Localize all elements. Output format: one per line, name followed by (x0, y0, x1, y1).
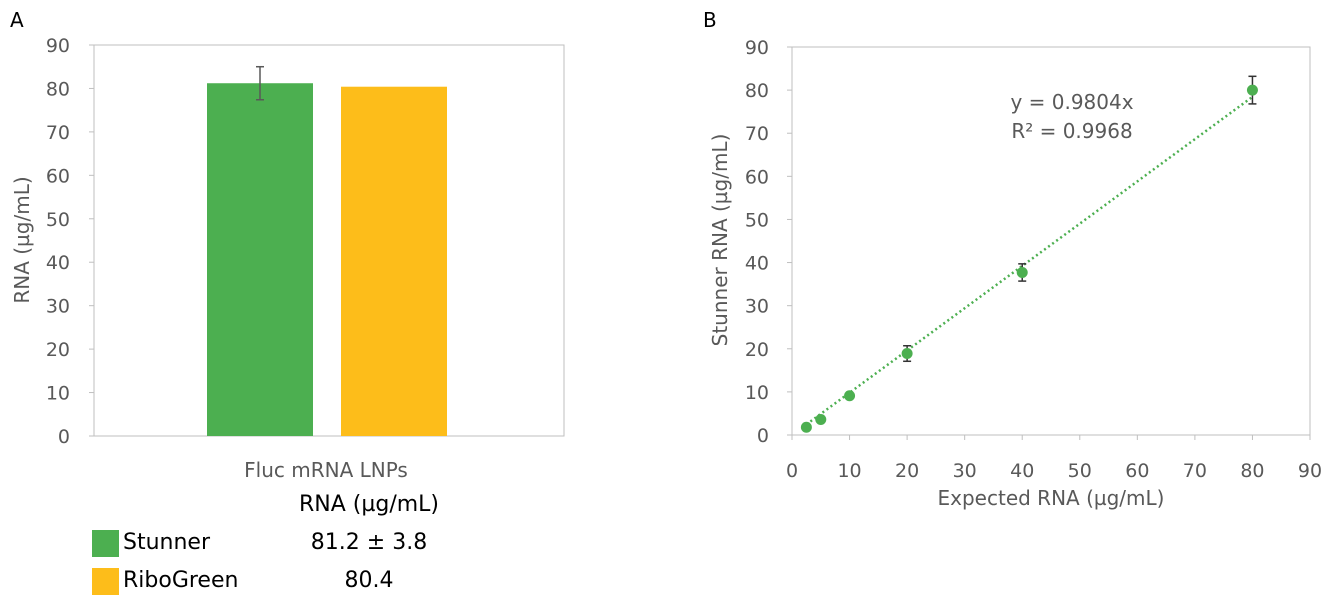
y-tick-label: 40 (46, 252, 70, 274)
y-tick-label: 50 (46, 209, 70, 231)
x-axis-category-label: Fluc mRNA LNPs (244, 458, 408, 482)
y-tick-label: 70 (745, 123, 769, 145)
data-point (1246, 84, 1258, 96)
data-point (1016, 266, 1028, 278)
legend-label-ribogreen: RiboGreen (123, 568, 239, 593)
bar-ribogreen (341, 86, 447, 436)
plot-area-b (791, 46, 1311, 436)
y-tick-label: 0 (58, 426, 70, 448)
x-tick-label: 70 (1183, 460, 1207, 482)
trendline-equation: y = 0.9804x (1010, 90, 1133, 114)
x-tick-label: 60 (1125, 460, 1149, 482)
data-point (815, 413, 827, 425)
x-tick-label: 30 (953, 460, 977, 482)
plot-area-a (93, 44, 565, 437)
legend-swatch-ribogreen (92, 568, 119, 595)
y-tick-label: 60 (745, 166, 769, 188)
x-tick-label: 50 (1068, 460, 1092, 482)
data-point (800, 421, 812, 433)
y-tick-label: 20 (46, 339, 70, 361)
y-tick-label: 70 (46, 122, 70, 144)
panel-label-b: B (703, 8, 717, 32)
x-tick-label: 40 (1010, 460, 1034, 482)
x-tick-label: 90 (1298, 460, 1322, 482)
y-tick-label: 10 (46, 383, 70, 405)
x-tick-label: 20 (895, 460, 919, 482)
y-tick-label: 20 (745, 339, 769, 361)
data-point (901, 348, 913, 360)
table-value-ribogreen: 80.4 (344, 568, 394, 593)
data-table-row: RiboGreen 80.4 (92, 568, 452, 602)
data-table-header: RNA (µg/mL) (298, 492, 439, 517)
y-tick-label: 60 (46, 165, 70, 187)
y-tick-label: 40 (745, 253, 769, 275)
y-tick-label: 30 (46, 296, 70, 318)
data-table: RNA (µg/mL) Stunner 81.2 ± 3.8 RiboGreen… (92, 490, 452, 596)
panel-label-a: A (10, 8, 24, 32)
trendline (805, 95, 1254, 426)
y-axis-title-b: Stunner RNA (µg/mL) (708, 134, 732, 347)
legend-swatch-stunner (92, 530, 119, 557)
y-axis-title-a: RNA (µg/mL) (10, 176, 34, 303)
data-table-row: Stunner 81.2 ± 3.8 (92, 530, 452, 564)
x-tick-label: 0 (786, 460, 798, 482)
y-tick-label: 90 (46, 35, 70, 57)
x-tick-label: 10 (837, 460, 861, 482)
y-tick-label: 80 (745, 80, 769, 102)
legend-label-stunner: Stunner (123, 530, 211, 555)
y-tick-label: 80 (46, 78, 70, 100)
data-point (844, 390, 856, 402)
bar-chart: 0 10 20 30 40 50 60 70 80 90 RNA (µg/mL) Fluc mRN… (10, 35, 565, 482)
y-tick-label: 50 (745, 209, 769, 231)
table-value-stunner: 81.2 ± 3.8 (310, 530, 428, 555)
x-axis-title-b: Expected RNA (µg/mL) (938, 486, 1165, 510)
y-tick-label: 90 (745, 37, 769, 59)
y-tick-label: 30 (745, 296, 769, 318)
error-bar-stunner (256, 65, 264, 101)
x-tick-label: 80 (1240, 460, 1264, 482)
y-tick-label: 0 (757, 425, 769, 447)
y-tick-label: 10 (745, 382, 769, 404)
bar-stunner (207, 83, 313, 436)
trendline-r-squared: R² = 0.9968 (1011, 119, 1132, 143)
